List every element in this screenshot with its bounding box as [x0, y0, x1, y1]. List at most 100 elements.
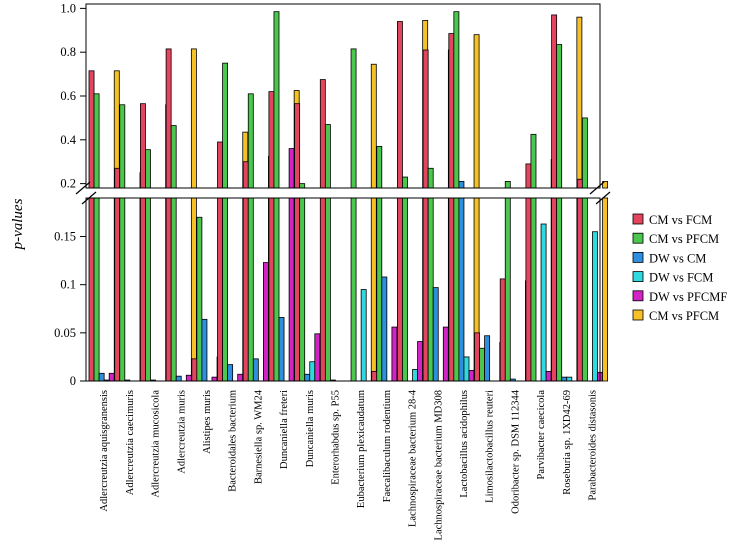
bar-0-1-upper	[114, 167, 121, 189]
bar-1-0-upper	[93, 93, 100, 189]
bar-4-14-lower	[468, 370, 475, 382]
bar-0-6-upper	[242, 161, 249, 189]
legend-swatch	[632, 271, 644, 283]
bar-1-16-lower	[504, 197, 511, 382]
bar-0-2-upper	[139, 103, 146, 189]
bar-4-3-lower	[185, 374, 192, 382]
bar-5-19-lower	[602, 197, 608, 382]
bar-1-0-lower	[93, 197, 100, 382]
bar-1-4-lower	[196, 216, 203, 382]
bar-2-8-lower	[304, 373, 311, 382]
bar-4-5-lower	[237, 373, 244, 382]
legend-swatch	[632, 309, 644, 321]
bar-0-6-lower	[242, 197, 249, 382]
bar-1-17-lower	[530, 197, 537, 382]
bar-0-3-lower	[165, 197, 172, 382]
upper-y-axis: 0.2 0.4 0.6 0.8 1.0	[60, 1, 86, 191]
bar-0-18-lower	[551, 197, 558, 382]
upper-y-tick-label: 0.6	[60, 89, 76, 103]
bar-1-13-upper	[427, 167, 434, 189]
bar-2-11-lower	[381, 276, 388, 382]
category-label: Limosilactobacillus reuteri	[485, 390, 496, 503]
bar-2-3-lower	[175, 375, 182, 382]
bar-1-3-upper	[170, 125, 177, 189]
legend-label: CM vs PFCM	[649, 232, 719, 246]
category-label: Adlercreutzia aquisgranensis	[99, 390, 110, 512]
bar-1-1-lower	[119, 197, 126, 382]
bar-0-17-upper	[525, 163, 532, 189]
bar-2-15-lower	[484, 335, 491, 382]
bar-4-8-lower	[314, 333, 321, 382]
bar-0-5-upper	[217, 141, 223, 189]
bar-0-9-upper	[319, 79, 326, 189]
bar-0-19-upper	[576, 178, 583, 189]
bar-5-18-upper	[576, 16, 583, 189]
bar-2-14-lower	[458, 197, 465, 382]
bar-4-6-lower	[262, 262, 269, 382]
plot-frames	[85, 3, 601, 382]
bars	[88, 11, 608, 382]
bar-1-14-upper	[453, 11, 460, 189]
bar-1-8-lower	[299, 197, 306, 382]
bar-1-12-upper	[402, 176, 408, 189]
bar-1-14-lower	[453, 197, 460, 382]
bar-4-17-lower	[545, 370, 552, 382]
bar-4-7-upper	[288, 148, 295, 189]
bar-5-14-upper	[473, 34, 480, 189]
bar-0-1-lower	[114, 197, 121, 382]
bar-1-10-lower	[350, 197, 357, 382]
bar-4-0-lower	[108, 372, 115, 382]
lower-y-tick-label: 0.1	[60, 278, 76, 292]
bar-1-3-lower	[170, 197, 177, 382]
bar-0-0-upper	[88, 70, 95, 189]
bar-4-13-lower	[442, 326, 449, 382]
bar-2-18-lower	[561, 376, 568, 382]
bar-3-19-lower	[592, 231, 598, 382]
bar-0-11-lower	[371, 370, 378, 382]
legend-label: DW vs PFCMF	[649, 290, 727, 304]
bar-2-5-lower	[227, 364, 234, 382]
bar-1-7-upper	[273, 11, 280, 189]
bar-3-18-lower	[566, 376, 573, 382]
category-label: Parabacteroides distasonis	[587, 390, 598, 501]
legend: CM vs FCM CM vs PFCM DW vs CM DW vs FCM DW v…	[632, 213, 727, 323]
category-label: Duncaniella muris	[305, 390, 316, 467]
bar-0-9-lower	[319, 197, 326, 382]
bar-4-12-lower	[417, 341, 424, 382]
bar-5-10-lower	[370, 197, 377, 382]
legend-label: DW vs FCM	[649, 271, 713, 285]
category-label: Lachnospiraceae bacterium 28-4	[408, 389, 419, 527]
category-label: Eubacterium plexicaudatum	[356, 390, 367, 508]
bar-0-5-lower	[217, 197, 223, 382]
bar-1-11-lower	[376, 197, 383, 382]
bar-0-16-lower	[499, 278, 506, 382]
break-mark	[589, 181, 605, 195]
break-mark	[595, 191, 611, 205]
bar-0-4-lower	[191, 358, 198, 382]
category-label: Lactobacillus acidophilus	[459, 390, 470, 498]
bar-1-11-upper	[376, 145, 383, 189]
category-labels: Adlercreutzia aquisgranensis Adlercreutzi…	[99, 389, 598, 540]
bar-1-17-upper	[530, 133, 537, 189]
category-label: Barnesiella sp. WM24	[253, 389, 264, 484]
bar-4-11-lower	[391, 326, 398, 382]
bar-0-14-lower	[448, 197, 455, 382]
bar-1-6-lower	[247, 197, 254, 382]
bar-0-12-lower	[396, 197, 403, 382]
legend-swatch	[632, 251, 644, 263]
bar-2-13-lower	[432, 287, 439, 382]
bar-2-0-lower	[98, 372, 105, 382]
lower-frame	[85, 197, 601, 382]
lower-y-tick-label: 0	[70, 374, 76, 388]
legend-label: CM vs PFCM	[649, 309, 719, 323]
bar-1-6-upper	[247, 93, 254, 189]
lower-y-tick-label: 0.15	[54, 230, 76, 244]
bar-0-3-upper	[165, 48, 172, 189]
bar-0-0-lower	[88, 197, 95, 382]
bar-2-14-upper	[458, 181, 465, 189]
legend-label: DW vs CM	[649, 251, 706, 265]
legend-swatch	[632, 213, 644, 225]
bar-1-8-upper	[299, 183, 306, 189]
legend-label: CM vs FCM	[649, 213, 712, 227]
